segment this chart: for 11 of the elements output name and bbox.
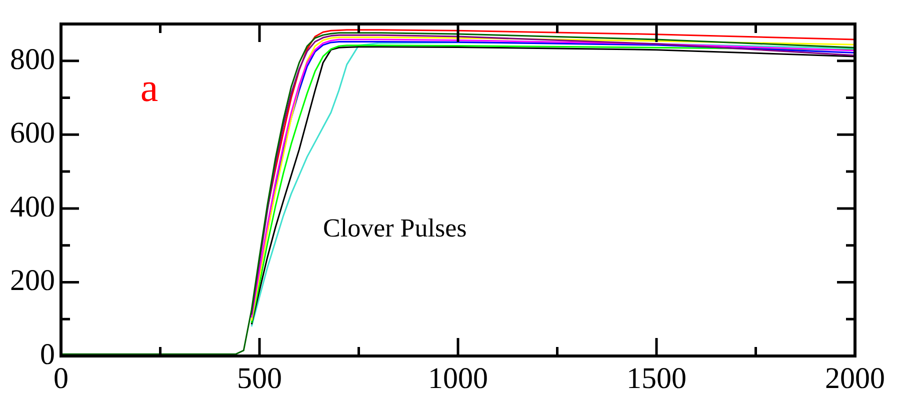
y-tick-label: 0 [40, 338, 55, 371]
x-tick-label: 500 [237, 362, 282, 395]
x-tick-label: 1000 [428, 362, 488, 395]
y-tick-label: 400 [10, 190, 55, 224]
x-tick-label: 2000 [825, 362, 885, 395]
annotation: Clover Pulses [323, 214, 467, 243]
y-tick-label: 600 [10, 116, 55, 150]
y-tick-label: 800 [10, 42, 55, 76]
annotation: a [140, 64, 158, 110]
y-tick-label: 200 [10, 264, 55, 298]
x-tick-label: 1500 [626, 362, 686, 395]
